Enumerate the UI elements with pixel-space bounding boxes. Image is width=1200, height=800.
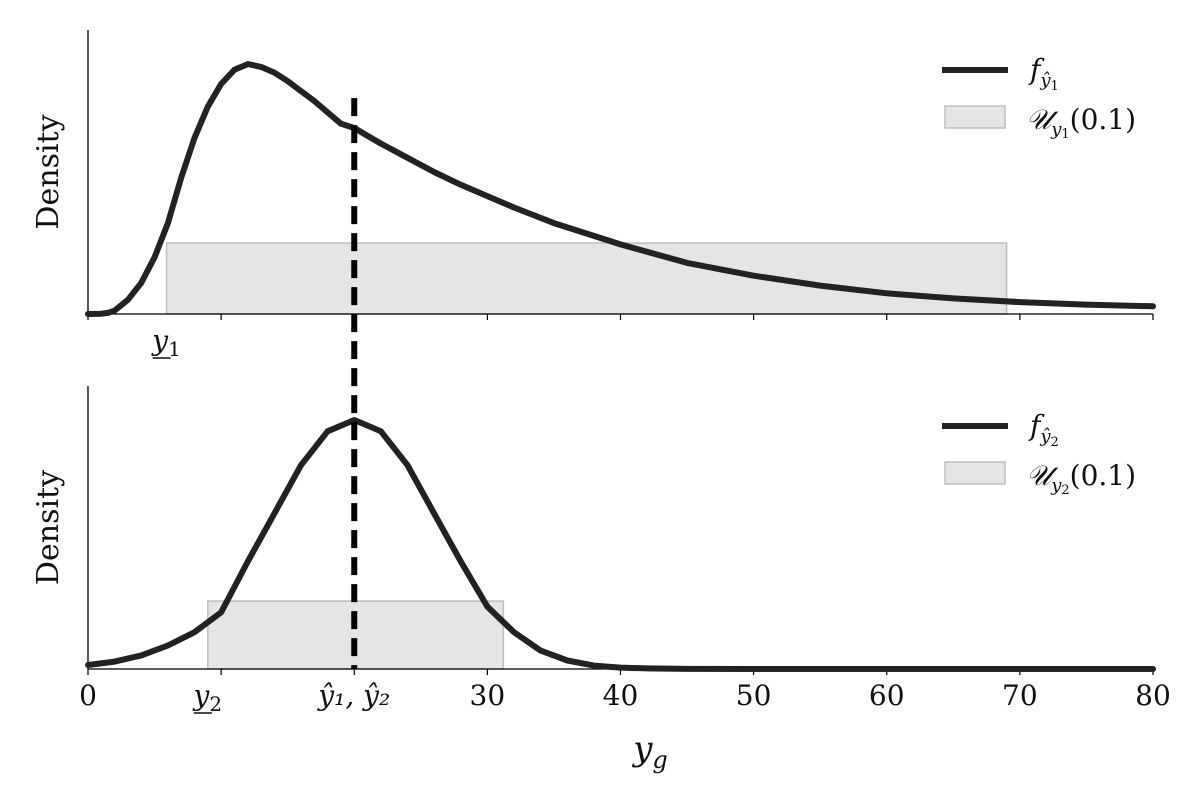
legend-curve-label: fŷ1 (1028, 53, 1059, 94)
x-tick-label-estimate: ŷ₁, ŷ₂ (316, 679, 390, 712)
density-curve (85, 417, 1156, 672)
legend-curve-sub: ŷ (1039, 426, 1051, 447)
legend-curve-subsub: 2 (1051, 435, 1059, 450)
legend-band-subsub: 1 (1061, 127, 1069, 142)
legend-band-sub: y (1050, 119, 1062, 140)
density-curve (85, 61, 1156, 317)
y-axis-label: Density (31, 470, 66, 585)
x-tick-label: 40 (603, 679, 639, 712)
legend-band-swatch (944, 105, 1006, 129)
lower-bound-symbol: y (150, 324, 169, 357)
x-axis-label-base: y (631, 729, 653, 769)
legend-band-sub: y (1050, 475, 1062, 496)
uncertainty-band (165, 242, 1008, 315)
x-tick-label: 70 (1002, 679, 1038, 712)
legend-band-label: 𝒰y1(0.1) (1026, 103, 1136, 142)
x-tick-label: 60 (869, 679, 905, 712)
x-tick-label: 0 (79, 679, 97, 712)
legend-band-label: 𝒰y2(0.1) (1026, 459, 1136, 498)
y-axis-label: Density (31, 114, 66, 229)
x-axis-label: yg (631, 729, 668, 774)
legend-band-suffix: (0.1) (1070, 103, 1136, 136)
legend-band-subsub: 2 (1061, 483, 1069, 498)
x-tick-label: 80 (1135, 679, 1171, 712)
x-tick-label-lower-bound: y2 (192, 679, 223, 716)
x-tick-label-lower-bound: y1 (150, 324, 181, 361)
legend-band-swatch (944, 461, 1006, 485)
lower-bound-subscript: 2 (209, 692, 222, 716)
lower-bound-subscript: 1 (168, 337, 181, 361)
lower-bound-symbol: y (192, 679, 211, 712)
x-tick-label: 30 (470, 679, 506, 712)
legend-curve-label: fŷ2 (1028, 409, 1059, 450)
x-tick-label: 50 (736, 679, 772, 712)
legend-curve-subsub: 1 (1051, 79, 1059, 94)
legend-band-suffix: (0.1) (1070, 459, 1136, 492)
x-axis-label-subscript: g (652, 746, 667, 774)
legend-curve-sub: ŷ (1039, 70, 1051, 91)
